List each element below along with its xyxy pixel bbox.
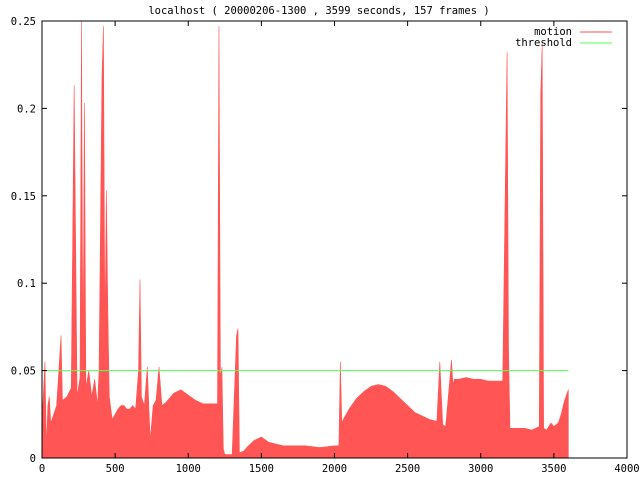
x-tick-label: 2500 — [395, 463, 420, 475]
x-tick-label: 4000 — [614, 463, 639, 475]
series-layer — [41, 20, 569, 459]
x-tick-label: 500 — [106, 463, 125, 475]
tick-layer: 0 500 1000 1500 2000 2500 3000 3500 4000 0 0.05 0.1… — [11, 16, 640, 475]
legend: motion threshold — [515, 26, 612, 49]
y-tick-label: 0.15 — [11, 191, 36, 203]
x-tick-label: 3000 — [468, 463, 493, 475]
legend-item-motion: motion — [534, 26, 612, 38]
x-tick-label: 1000 — [176, 463, 201, 475]
legend-label-motion: motion — [534, 26, 572, 38]
legend-item-threshold: threshold — [515, 37, 612, 49]
y-tick-label: 0.25 — [11, 16, 36, 28]
legend-label-threshold: threshold — [515, 37, 572, 49]
y-tick-label: 0.2 — [17, 103, 36, 115]
y-tick-label: 0.1 — [17, 278, 36, 290]
x-tick-label: 3500 — [541, 463, 566, 475]
x-tick-label: 0 — [39, 463, 45, 475]
series-motion-area — [41, 20, 569, 459]
y-tick-label: 0.05 — [11, 366, 36, 378]
y-tick-label: 0 — [30, 453, 36, 465]
x-tick-label: 2000 — [322, 463, 347, 475]
chart-title: localhost ( 20000206-1300 , 3599 seconds… — [148, 5, 489, 17]
x-tick-label: 1500 — [249, 463, 274, 475]
plot-frame — [41, 20, 628, 459]
